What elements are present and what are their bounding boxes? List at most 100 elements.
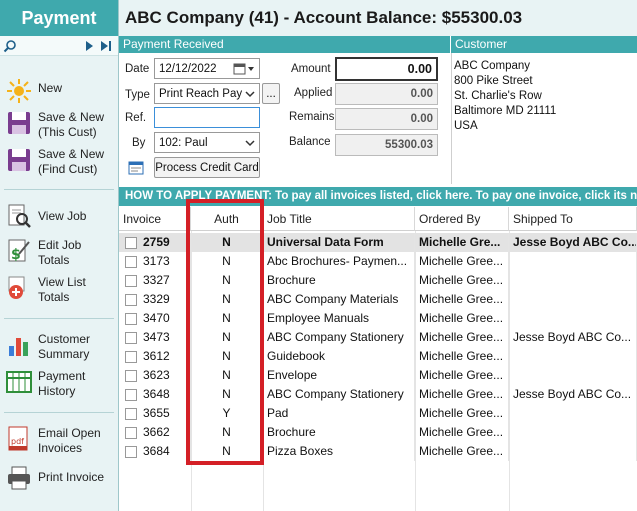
date-field[interactable]: 12/12/2022 xyxy=(154,58,260,79)
table-row[interactable]: 3623 N Envelope Michelle Gree... xyxy=(119,366,637,385)
row-checkbox[interactable] xyxy=(125,275,137,287)
balance-value: 55300.03 xyxy=(335,134,438,156)
auth-cell: N xyxy=(191,423,263,442)
sidebar-item-new[interactable]: New xyxy=(6,78,62,104)
column-divider xyxy=(509,231,510,511)
table-row[interactable]: 3612 N Guidebook Michelle Gree... xyxy=(119,347,637,366)
auth-cell: N xyxy=(191,309,263,328)
column-header-ordered-by[interactable]: Ordered By xyxy=(415,207,509,231)
sidebar-item-save-new-this[interactable]: Save & New (This Cust) xyxy=(6,110,104,140)
auth-cell: Y xyxy=(191,404,263,423)
sidebar-item-print-invoice[interactable]: Print Invoice xyxy=(6,465,104,491)
job-title-cell: Employee Manuals xyxy=(263,309,415,328)
job-title-cell: Pizza Boxes xyxy=(263,442,415,461)
ordered-by-cell: Michelle Gree... xyxy=(415,423,509,442)
row-checkbox[interactable] xyxy=(125,313,137,325)
auth-cell: N xyxy=(191,442,263,461)
type-more-button[interactable]: ... xyxy=(262,83,280,104)
table-row[interactable]: 3173 N Abc Brochures- Paymen... Michelle Gr… xyxy=(119,252,637,271)
table-row[interactable]: 3662 N Brochure Michelle Gree... xyxy=(119,423,637,442)
row-checkbox[interactable] xyxy=(125,294,137,306)
amount-input[interactable]: 0.00 xyxy=(335,57,438,81)
table-row[interactable]: 3648 N ABC Company Stationery Michelle Gree… xyxy=(119,385,637,404)
sidebar-item-view-list-totals[interactable]: View List Totals xyxy=(6,275,86,305)
row-checkbox[interactable] xyxy=(125,351,137,363)
sidebar-item-customer-summary[interactable]: Customer Summary xyxy=(6,332,90,362)
view-document-icon xyxy=(8,204,31,228)
row-checkbox[interactable] xyxy=(125,446,137,458)
invoice-cell: 3655 xyxy=(139,404,191,423)
sidebar-item-label: View List Totals xyxy=(38,275,86,304)
column-header-invoice[interactable]: Invoice xyxy=(119,207,191,231)
row-checkbox[interactable] xyxy=(125,389,137,401)
invoice-cell: 3612 xyxy=(139,347,191,366)
row-checkbox[interactable] xyxy=(125,237,137,249)
sidebar-item-view-job[interactable]: View Job xyxy=(6,203,86,229)
table-row[interactable]: 2759 N Universal Data Form Michelle Gre... J… xyxy=(119,233,637,252)
table-row[interactable]: 3327 N Brochure Michelle Gree... xyxy=(119,271,637,290)
payment-received-panel: Date 12/12/2022 Type Print Reach Pay · .… xyxy=(119,53,450,184)
sidebar-item-label: Customer Summary xyxy=(38,332,91,361)
invoice-cell: 2759 xyxy=(139,233,191,252)
skip-end-icon[interactable] xyxy=(100,40,112,52)
calendar-icon[interactable] xyxy=(233,63,255,75)
sidebar-item-save-new-find[interactable]: Save & New (Find Cust) xyxy=(6,147,104,177)
customer-address: ABC Company 800 Pike Street St. Charlie'… xyxy=(454,59,556,134)
shipped-to-cell xyxy=(509,404,637,423)
customer-panel: ABC Company 800 Pike Street St. Charlie'… xyxy=(451,53,637,184)
chevron-down-icon xyxy=(245,90,255,97)
sidebar-item-email-open-invoices[interactable]: pdf Email Open Invoices xyxy=(6,426,101,456)
invoice-cell: 3662 xyxy=(139,423,191,442)
column-header-job-title[interactable]: Job Title xyxy=(263,207,415,231)
bar-chart-icon xyxy=(9,338,28,356)
process-credit-card-button[interactable]: Process Credit Card xyxy=(154,157,260,178)
shipped-to-cell: Jesse Boyd ABC Co... xyxy=(509,233,637,252)
table-row[interactable]: 3329 N ABC Company Materials Michelle Gree.… xyxy=(119,290,637,309)
ordered-by-cell: Michelle Gree... xyxy=(415,328,509,347)
ordered-by-cell: Michelle Gree... xyxy=(415,252,509,271)
shipped-to-cell xyxy=(509,271,637,290)
play-icon[interactable] xyxy=(84,40,94,52)
type-select[interactable]: Print Reach Pay · xyxy=(154,83,260,104)
auth-cell: N xyxy=(191,366,263,385)
apply-payment-bar[interactable]: HOW TO APPLY PAYMENT: To pay all invoice… xyxy=(119,187,637,206)
row-checkbox[interactable] xyxy=(125,332,137,344)
job-title-cell: Brochure xyxy=(263,423,415,442)
row-checkbox[interactable] xyxy=(125,370,137,382)
table-row[interactable]: 3684 N Pizza Boxes Michelle Gree... xyxy=(119,442,637,461)
by-select[interactable]: 102: Paul xyxy=(154,132,260,153)
date-value: 12/12/2022 xyxy=(159,62,217,75)
sun-new-icon xyxy=(7,79,31,103)
ref-label: Ref. xyxy=(125,112,147,124)
table-row[interactable]: 3655 Y Pad Michelle Gree... xyxy=(119,404,637,423)
column-header-auth[interactable]: Auth xyxy=(191,207,263,231)
column-header-shipped-to[interactable]: Shipped To xyxy=(509,207,637,231)
shipped-to-cell xyxy=(509,442,637,461)
table-row[interactable]: 3470 N Employee Manuals Michelle Gree... xyxy=(119,309,637,328)
sidebar-item-payment-history[interactable]: Payment History xyxy=(6,369,85,399)
customer-header: Customer xyxy=(451,36,637,53)
row-checkbox[interactable] xyxy=(125,256,137,268)
customer-street2: St. Charlie's Row xyxy=(454,90,542,102)
job-title-cell: Universal Data Form xyxy=(263,233,415,252)
search-icon[interactable] xyxy=(3,39,17,53)
column-divider xyxy=(415,231,416,511)
invoice-cell: 3470 xyxy=(139,309,191,328)
sidebar-divider xyxy=(4,189,114,190)
sidebar-item-label: View Job xyxy=(38,209,87,223)
ref-input[interactable] xyxy=(154,107,260,128)
sidebar-item-label: New xyxy=(38,81,63,95)
type-label: Type xyxy=(125,89,150,101)
sidebar-item-label: Edit Job Totals xyxy=(38,238,82,267)
auth-cell: N xyxy=(191,347,263,366)
table-row[interactable]: 3473 N ABC Company Stationery Michelle Gree… xyxy=(119,328,637,347)
customer-name: ABC Company xyxy=(454,60,531,72)
job-title-cell: Guidebook xyxy=(263,347,415,366)
sidebar-item-edit-job-totals[interactable]: $ Edit Job Totals xyxy=(6,238,81,268)
edit-dollar-icon: $ xyxy=(8,239,30,263)
sidebar-item-label: Payment History xyxy=(38,369,86,398)
customer-city: Baltimore MD 21111 xyxy=(454,105,557,117)
row-checkbox[interactable] xyxy=(125,408,137,420)
svg-text:$: $ xyxy=(11,247,21,263)
row-checkbox[interactable] xyxy=(125,427,137,439)
